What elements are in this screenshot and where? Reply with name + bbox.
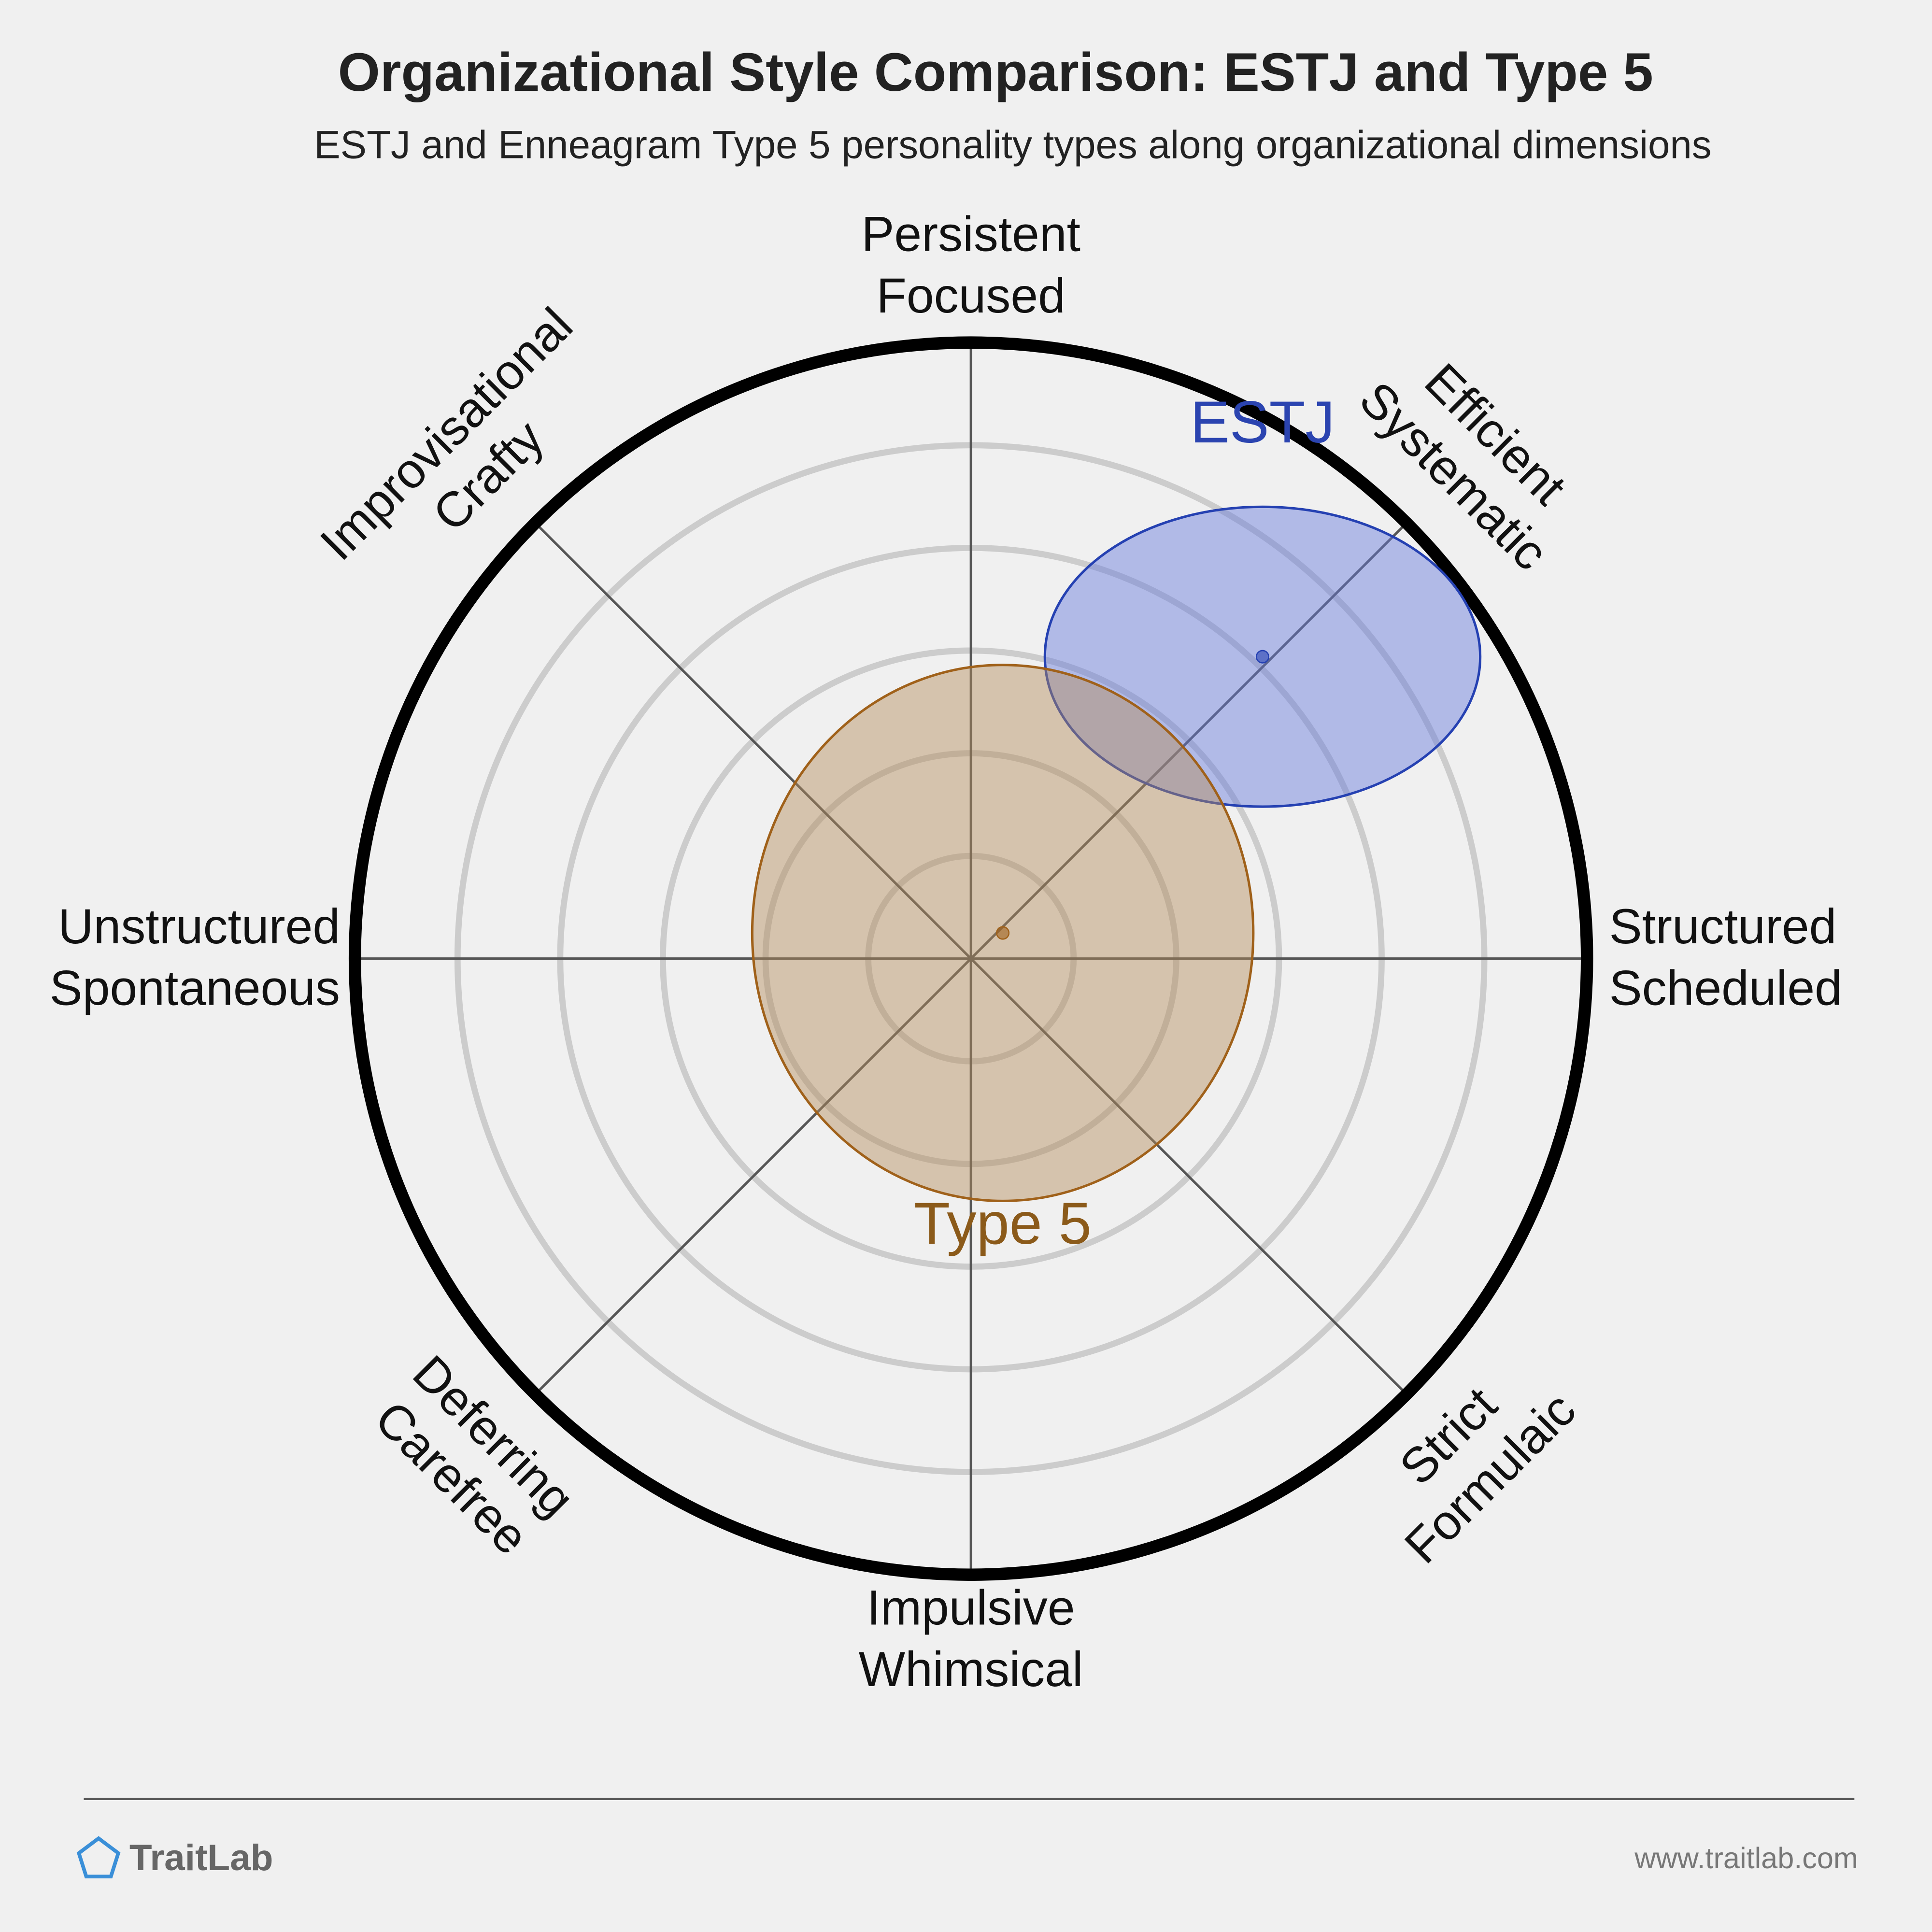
axis-label: Scheduled [1609, 961, 1842, 1016]
series-label: ESTJ [1190, 389, 1335, 455]
axis-label: Focused [877, 268, 1065, 323]
chart-title: Organizational Style Comparison: ESTJ an… [338, 42, 1653, 102]
axis-label: Persistent [861, 206, 1080, 261]
url: www.traitlab.com [1634, 1842, 1858, 1875]
axis-label: Impulsive [867, 1580, 1075, 1635]
series-label: Type 5 [914, 1190, 1092, 1256]
axis-label: Structured [1609, 899, 1837, 954]
chart-subtitle: ESTJ and Enneagram Type 5 personality ty… [314, 123, 1711, 167]
point [1255, 650, 1269, 664]
spoke [534, 522, 1407, 1395]
axis-label: Unstructured [58, 899, 340, 954]
outer-ring [348, 336, 1593, 1581]
axis-label: Whimsical [859, 1642, 1083, 1697]
logo [76, 1836, 121, 1879]
brand: TraitLab [129, 1837, 273, 1878]
point [996, 926, 1010, 940]
axis-label: Spontaneous [50, 961, 340, 1016]
